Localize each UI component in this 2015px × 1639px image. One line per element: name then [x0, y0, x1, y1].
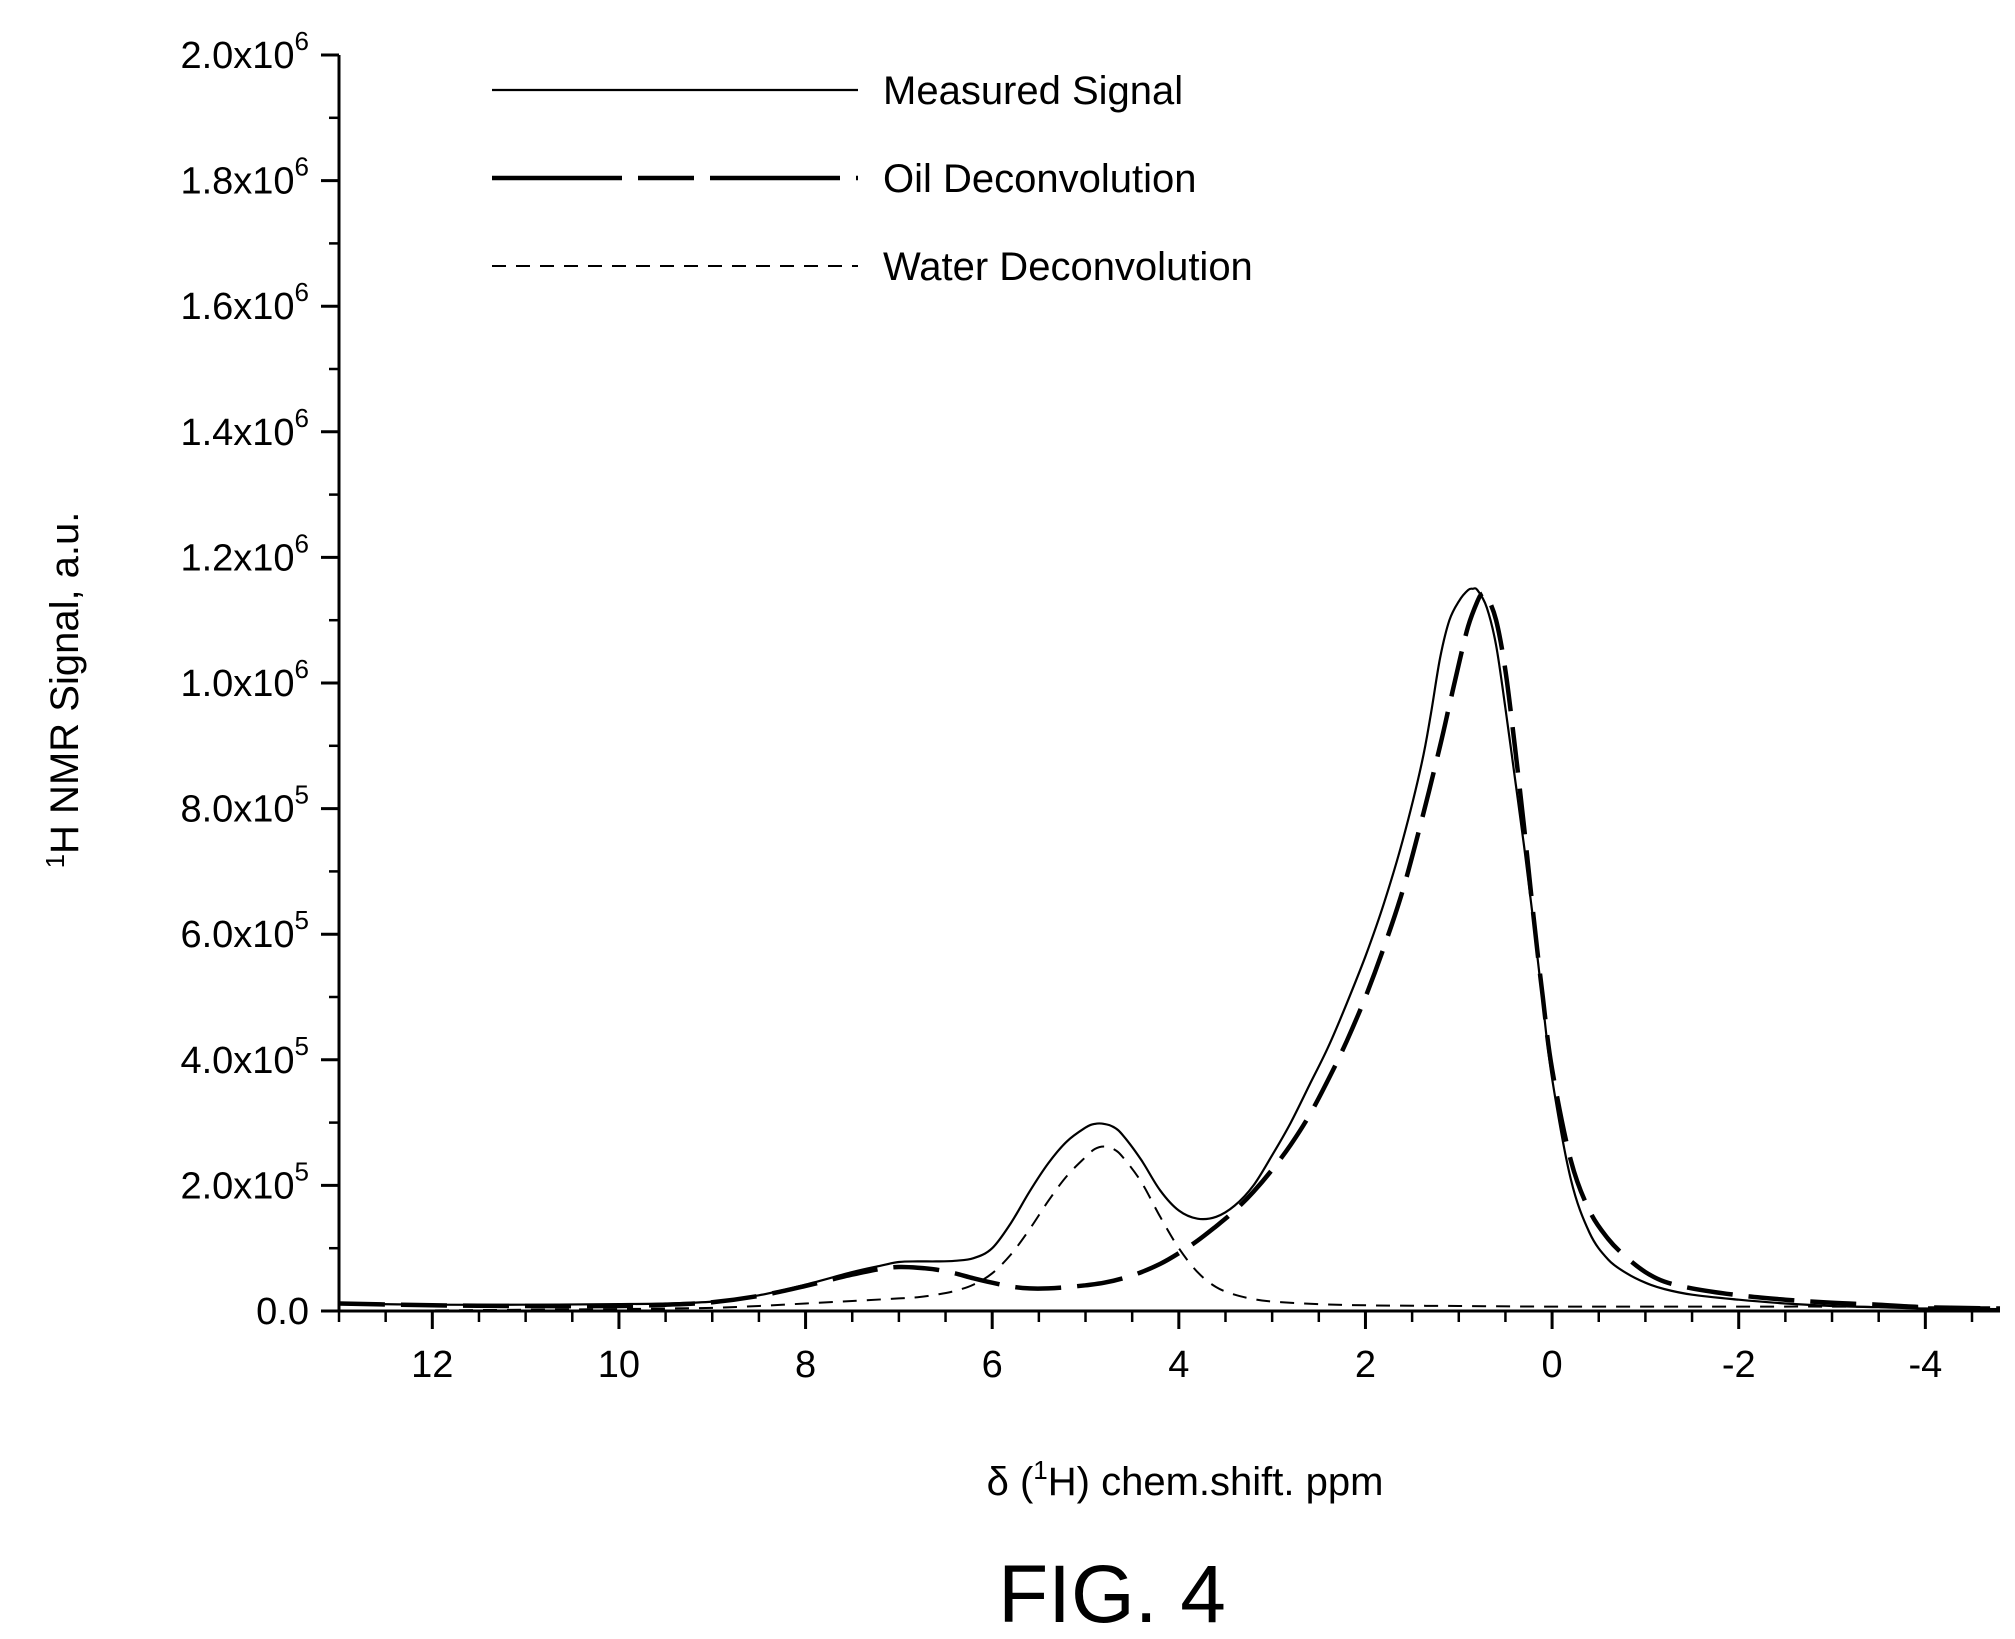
x-tick-label: -2 [1722, 1344, 1756, 1386]
x-tick-label: 8 [795, 1344, 816, 1386]
x-tick-label: 2 [1355, 1344, 1376, 1386]
axes [337, 55, 2000, 1313]
figure-caption: FIG. 4 [998, 1549, 1226, 1639]
x-tick-label: 10 [598, 1344, 640, 1386]
x-tick-label: 0 [1542, 1344, 1563, 1386]
y-axis-title-text: H NMR Signal, a.u. [43, 512, 87, 854]
y-tick-label: 1.0x106 [180, 654, 309, 705]
y-axis-title-sup: 1 [40, 854, 70, 868]
series-line-measured-signal [338, 587, 2001, 1311]
x-tick-label: 6 [982, 1344, 1003, 1386]
x-tick-label: 12 [411, 1344, 453, 1386]
legend-label-water-deconvolution: Water Deconvolution [883, 245, 1253, 289]
x-ticks: 12 10 8 6 4 2 0 -2 -4 [337, 1311, 1974, 1386]
y-tick-label: 2.0x106 [180, 26, 309, 77]
series-line-water-deconvolution [338, 1145, 2001, 1312]
series-line-oil-deconvolution [338, 590, 2001, 1311]
y-tick-label: 2.0x105 [180, 1156, 309, 1207]
legend-label-measured-signal: Measured Signal [883, 69, 1183, 113]
y-tick-label: 1.8x106 [180, 152, 309, 203]
x-axis-title: δ (1H) chem.shift. ppm [987, 1455, 1384, 1504]
y-tick-label: 4.0x105 [180, 1031, 309, 1082]
legend-label-oil-deconvolution: Oil Deconvolution [883, 157, 1197, 201]
y-tick-label: 0.0 [256, 1291, 309, 1333]
x-tick-label: -4 [1908, 1344, 1942, 1386]
x-axis-title-sup: 1 [1033, 1455, 1047, 1485]
y-tick-label: 1.4x106 [180, 403, 309, 454]
y-tick-label: 1.2x106 [180, 528, 309, 579]
x-tick-label: 4 [1168, 1344, 1189, 1386]
y-tick-label: 1.6x106 [180, 277, 309, 328]
x-axis-title-prefix: δ ( [987, 1460, 1034, 1504]
x-axis-title-suffix: H) chem.shift. ppm [1048, 1460, 1384, 1504]
y-ticks: 0.0 2.0x105 4.0x105 6.0x105 8.0x105 1.0x106 1.… [180, 26, 339, 1333]
legend: Measured Signal Oil Deconvolution Water … [492, 69, 1253, 289]
y-tick-label: 8.0x105 [180, 780, 309, 831]
series-layer [338, 587, 2001, 1312]
y-axis-title: 1H NMR Signal, a.u. [40, 512, 87, 869]
y-tick-label: 6.0x105 [180, 905, 309, 956]
